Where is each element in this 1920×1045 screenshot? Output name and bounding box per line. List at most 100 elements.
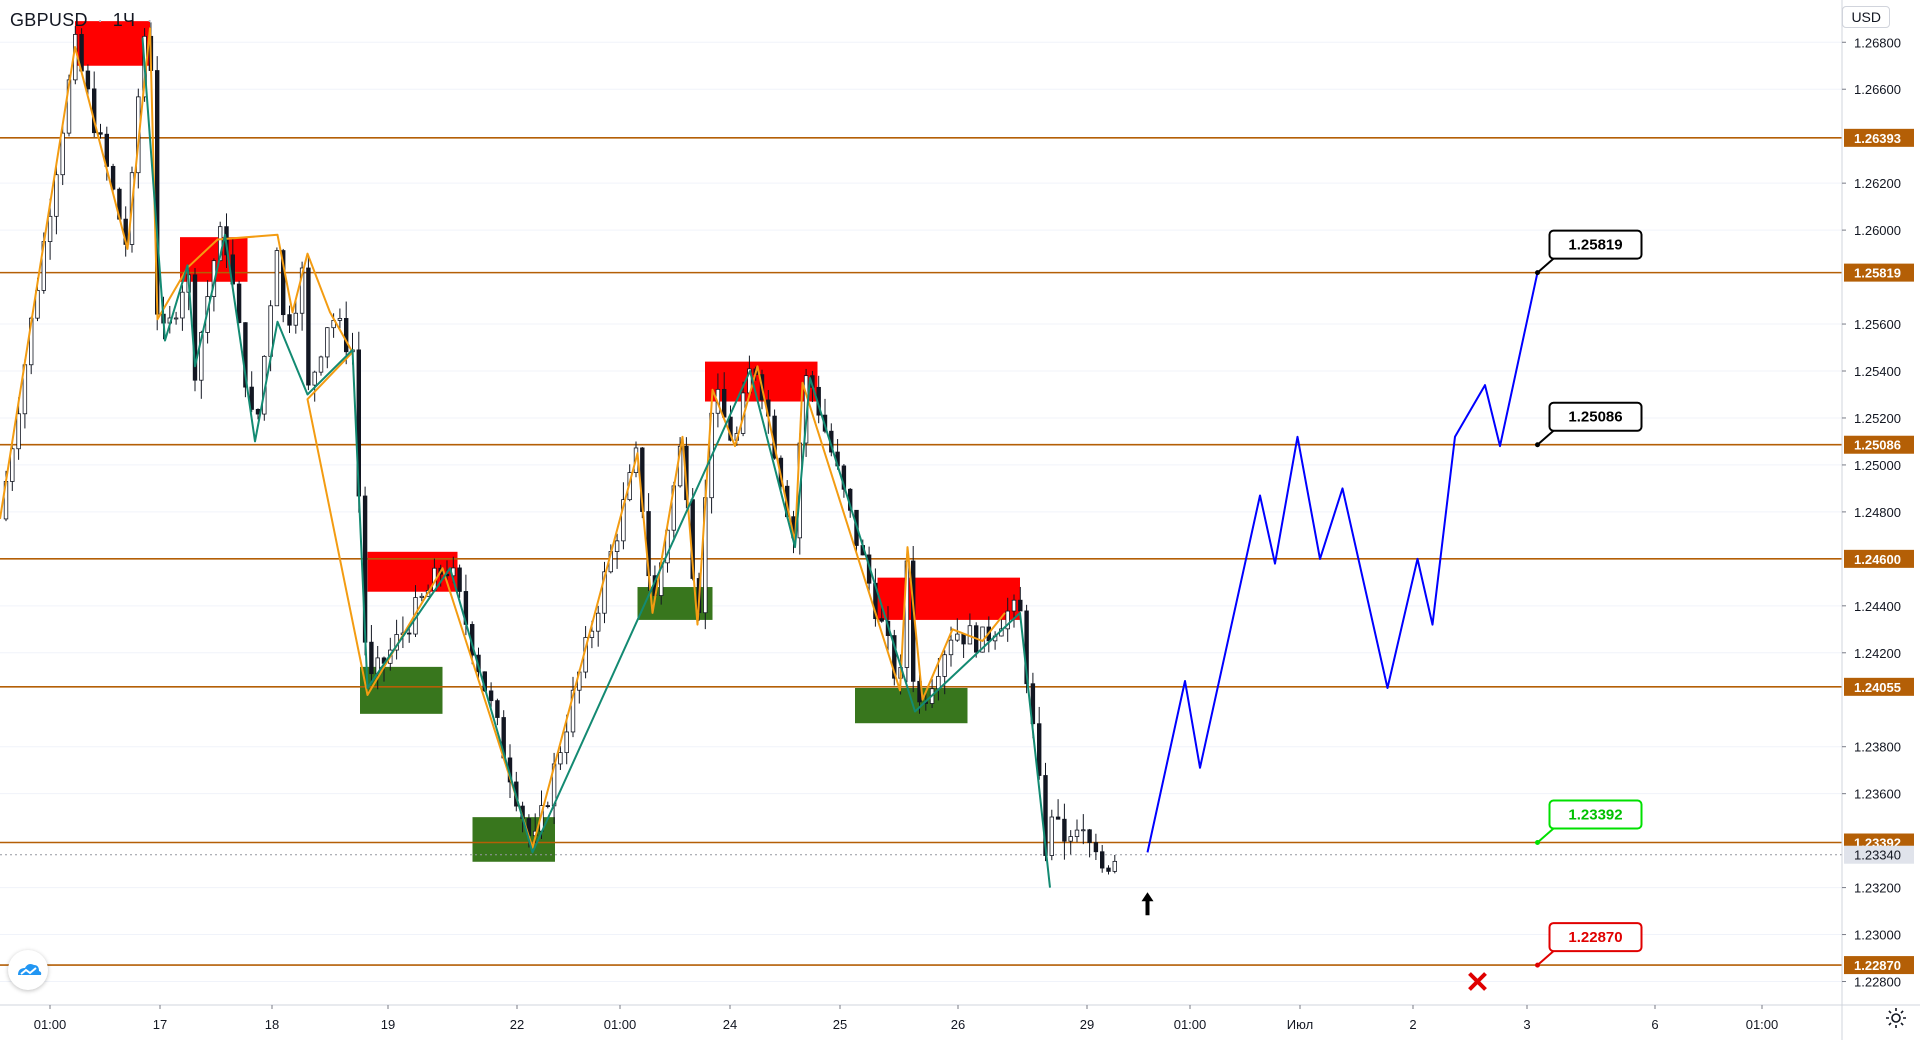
- x-tick-label: 22: [510, 1017, 524, 1032]
- candle-body: [948, 639, 954, 656]
- candle-body: [249, 386, 254, 410]
- level-price-tag: [1844, 435, 1914, 454]
- candle-body: [596, 612, 601, 632]
- candle-body: [1018, 599, 1023, 612]
- candle-body: [306, 267, 311, 386]
- level-price-tag: [1844, 549, 1914, 568]
- y-tick-label: 1.23600: [1854, 787, 1901, 802]
- candle-body: [1055, 816, 1061, 820]
- x-tick-label: 01:00: [604, 1017, 637, 1032]
- level-price-label: 1.24600: [1854, 552, 1901, 567]
- y-tick-label: 1.24200: [1854, 646, 1901, 661]
- candle-body: [180, 291, 185, 319]
- x-tick-label: 01:00: [1174, 1017, 1207, 1032]
- candle-body: [173, 317, 179, 320]
- y-tick-label: 1.26800: [1854, 35, 1901, 50]
- y-tick-label: 1.26600: [1854, 82, 1901, 97]
- candle-body: [406, 632, 412, 635]
- candle-body: [287, 314, 292, 326]
- supply-zone: [877, 577, 1020, 620]
- x-tick-label: 25: [833, 1017, 847, 1032]
- x-tick-label: 26: [951, 1017, 965, 1032]
- x-tick-label: 6: [1651, 1017, 1658, 1032]
- symbol-title[interactable]: GBPUSD · 1Ч ·: [10, 10, 153, 31]
- candle-body: [545, 805, 550, 807]
- y-tick-label: 1.23000: [1854, 928, 1901, 943]
- candle-body: [614, 540, 620, 552]
- candle-body: [621, 499, 626, 542]
- candle-body: [961, 633, 966, 645]
- y-tick-label: 1.25600: [1854, 317, 1901, 332]
- candle-body: [1074, 829, 1080, 837]
- candle-body: [280, 250, 286, 316]
- level-price-tag: [1844, 263, 1914, 282]
- candle-body: [1106, 867, 1111, 872]
- callouts: 1.25819 1.25086 1.23392 1.22870: [1535, 229, 1643, 968]
- candle-body: [1081, 829, 1086, 832]
- zones: [75, 21, 1020, 862]
- candle-body: [879, 618, 884, 622]
- last-price-label: 1.23340: [1854, 848, 1901, 863]
- candle-body: [236, 283, 242, 324]
- candles: [3, 22, 1117, 875]
- level-price-label: 1.22870: [1854, 958, 1901, 973]
- candle-body: [457, 567, 462, 592]
- level-price-tag: [1844, 128, 1914, 147]
- x-tick-label: Июл: [1287, 1017, 1313, 1032]
- interval-label: 1Ч: [112, 10, 136, 30]
- candle-body: [337, 318, 343, 321]
- x-tick-label: 2: [1409, 1017, 1416, 1032]
- y-tick-label: 1.26200: [1854, 176, 1901, 191]
- last-price-tag: [1844, 845, 1914, 864]
- demand-zone: [360, 666, 443, 714]
- callout-label: 1.25819: [1568, 237, 1622, 254]
- currency-badge[interactable]: USD: [1842, 6, 1890, 28]
- candle-body: [1087, 829, 1092, 843]
- y-tick-label: 1.22800: [1854, 975, 1901, 990]
- y-tick-label: 1.24800: [1854, 505, 1901, 520]
- candle-body: [1093, 842, 1099, 853]
- candle-body: [243, 322, 248, 388]
- y-tick-label: 1.23800: [1854, 740, 1901, 755]
- candle-body: [495, 700, 500, 718]
- level-price-label: 1.24055: [1854, 680, 1901, 695]
- level-price-label: 1.25819: [1854, 266, 1901, 281]
- candle-body: [35, 290, 40, 319]
- candle-body: [1037, 723, 1042, 776]
- settings-gear-icon[interactable]: [1884, 1006, 1908, 1030]
- forecast-line: [1146, 272, 1539, 853]
- candle-body: [1112, 860, 1117, 872]
- y-tick-label: 1.23200: [1854, 881, 1901, 896]
- candle-body: [199, 332, 204, 381]
- callout-label: 1.23392: [1568, 807, 1622, 824]
- x-tick-label: 01:00: [1746, 1017, 1779, 1032]
- callout-box: [1548, 799, 1643, 830]
- candle-body: [936, 675, 941, 690]
- y-tick-label: 1.25400: [1854, 364, 1901, 379]
- candle-body: [570, 689, 576, 733]
- wave-lines: [0, 27, 1051, 888]
- up-arrow-icon: [1141, 892, 1154, 916]
- callout-box: [1548, 922, 1643, 953]
- callout-dot: [1535, 962, 1540, 968]
- x-tick-label: 19: [381, 1017, 395, 1032]
- candle-body: [369, 641, 374, 675]
- candle-body: [192, 274, 198, 381]
- candle-body: [274, 250, 280, 307]
- candle-body: [1011, 599, 1017, 612]
- candle-body: [564, 731, 569, 754]
- candle-body: [942, 654, 947, 677]
- candle-body: [1049, 816, 1054, 856]
- candle-body: [955, 633, 960, 641]
- callout-dot: [1535, 270, 1540, 276]
- demand-zone: [855, 688, 968, 724]
- candle-body: [54, 174, 59, 217]
- callout-pointer: [1536, 827, 1555, 844]
- candle-body: [312, 371, 317, 386]
- tradingview-logo-icon[interactable]: [8, 950, 48, 990]
- callout-dot: [1535, 840, 1540, 846]
- candle-body: [299, 267, 305, 314]
- candle-body: [602, 571, 607, 614]
